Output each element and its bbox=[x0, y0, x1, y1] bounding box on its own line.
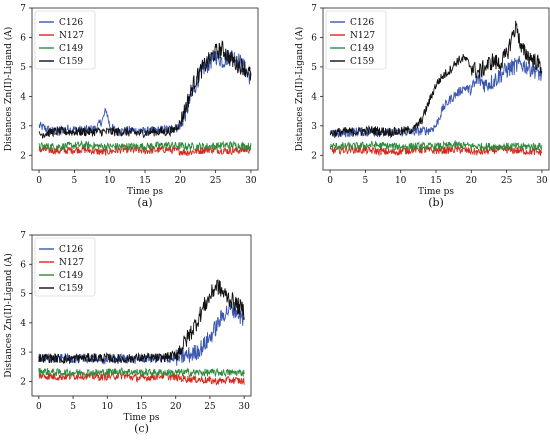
x-tick-label: 25 bbox=[210, 176, 222, 186]
y-axis-label: Distances Zn(II)-Ligand (A) bbox=[294, 27, 305, 151]
series-line-c149 bbox=[38, 367, 245, 378]
series-line-c149 bbox=[329, 139, 543, 152]
panel-label: (b) bbox=[428, 196, 444, 209]
y-tick-label: 2 bbox=[20, 377, 26, 387]
x-tick-label: 30 bbox=[245, 176, 257, 186]
y-tick-label: 6 bbox=[20, 260, 26, 270]
x-tick-label: 10 bbox=[102, 402, 114, 412]
y-axis-label: Distances Zn(II)-Ligand (A) bbox=[3, 27, 14, 151]
x-tick-label: 5 bbox=[363, 176, 369, 186]
y-tick-label: 4 bbox=[20, 319, 26, 329]
x-axis-label: Time ps bbox=[418, 187, 454, 197]
legend-entry-n127: N127 bbox=[59, 31, 84, 41]
series-line-c149 bbox=[38, 139, 252, 152]
legend: C126 N127 C149 C159 bbox=[34, 237, 96, 297]
y-tick-label: 6 bbox=[311, 33, 317, 43]
series-line-c126 bbox=[38, 49, 252, 137]
legend-entry-c126: C126 bbox=[59, 18, 83, 28]
legend: C126 N127 C149 C159 bbox=[34, 10, 96, 70]
x-tick-label: 20 bbox=[175, 176, 187, 186]
x-tick-label: 5 bbox=[72, 176, 78, 186]
legend-entry-n127: N127 bbox=[59, 258, 84, 268]
y-tick-label: 2 bbox=[311, 151, 317, 161]
x-tick-label: 15 bbox=[430, 176, 442, 186]
series-line-c159 bbox=[38, 40, 252, 139]
chart-panel-3: 0 5 10 15 20 25 30 2 3 4 5 6 7 Time ps Distances Zn(II… bbox=[3, 231, 252, 435]
panel-label: (c) bbox=[134, 422, 149, 435]
series-line-n127 bbox=[329, 144, 543, 157]
y-tick-label: 2 bbox=[20, 151, 26, 161]
legend: C126 N127 C149 C159 bbox=[325, 10, 387, 70]
y-tick-label: 5 bbox=[20, 290, 26, 300]
series-line-n127 bbox=[38, 370, 245, 386]
x-tick-label: 10 bbox=[104, 176, 116, 186]
x-tick-label: 30 bbox=[536, 176, 548, 186]
x-tick-label: 0 bbox=[36, 176, 42, 186]
legend-entry-c149: C149 bbox=[59, 271, 83, 281]
y-tick-label: 7 bbox=[20, 4, 26, 14]
y-tick-label: 7 bbox=[311, 4, 317, 14]
legend-entry-c159: C159 bbox=[59, 57, 83, 67]
x-tick-label: 10 bbox=[395, 176, 407, 186]
x-tick-label: 15 bbox=[139, 176, 151, 186]
series-line-c159 bbox=[329, 20, 543, 138]
y-axis-label: Distances Zn(II)-Ligand (A) bbox=[3, 253, 14, 377]
chart-panel-2: 0 5 10 15 20 25 30 2 3 4 5 6 7 Time ps Distances Zn(II… bbox=[294, 4, 550, 209]
panel-label: (a) bbox=[137, 196, 152, 209]
legend-entry-c149: C149 bbox=[59, 44, 83, 54]
y-tick-label: 4 bbox=[311, 92, 317, 102]
x-tick-label: 20 bbox=[170, 402, 182, 412]
x-tick-label: 30 bbox=[238, 402, 250, 412]
legend-box bbox=[325, 10, 387, 70]
x-tick-label: 25 bbox=[501, 176, 513, 186]
x-tick-label: 20 bbox=[466, 176, 478, 186]
y-tick-label: 5 bbox=[20, 63, 26, 73]
chart-panel-1: 0 5 10 15 20 25 30 2 3 4 5 6 7 Time ps Distances Zn(II… bbox=[3, 4, 259, 209]
legend-entry-c149: C149 bbox=[350, 44, 374, 54]
legend-entry-c159: C159 bbox=[350, 57, 374, 67]
legend-entry-n127: N127 bbox=[350, 31, 375, 41]
x-tick-label: 5 bbox=[70, 402, 76, 412]
x-axis-label: Time ps bbox=[127, 187, 163, 197]
legend-box bbox=[34, 10, 96, 70]
y-tick-label: 7 bbox=[20, 231, 26, 241]
x-axis-label: Time ps bbox=[124, 413, 160, 423]
x-tick-label: 25 bbox=[204, 402, 216, 412]
y-tick-label: 5 bbox=[311, 63, 317, 73]
x-tick-label: 0 bbox=[36, 402, 42, 412]
series-line-c159 bbox=[38, 279, 245, 365]
y-tick-label: 6 bbox=[20, 33, 26, 43]
legend-entry-c159: C159 bbox=[59, 284, 83, 294]
x-tick-label: 15 bbox=[136, 402, 148, 412]
y-tick-label: 3 bbox=[311, 122, 317, 132]
legend-box bbox=[34, 237, 96, 297]
y-tick-label: 4 bbox=[20, 92, 26, 102]
x-tick-label: 0 bbox=[327, 176, 333, 186]
legend-entry-c126: C126 bbox=[59, 245, 83, 255]
y-tick-label: 3 bbox=[20, 122, 26, 132]
legend-entry-c126: C126 bbox=[350, 18, 374, 28]
y-tick-label: 3 bbox=[20, 348, 26, 358]
